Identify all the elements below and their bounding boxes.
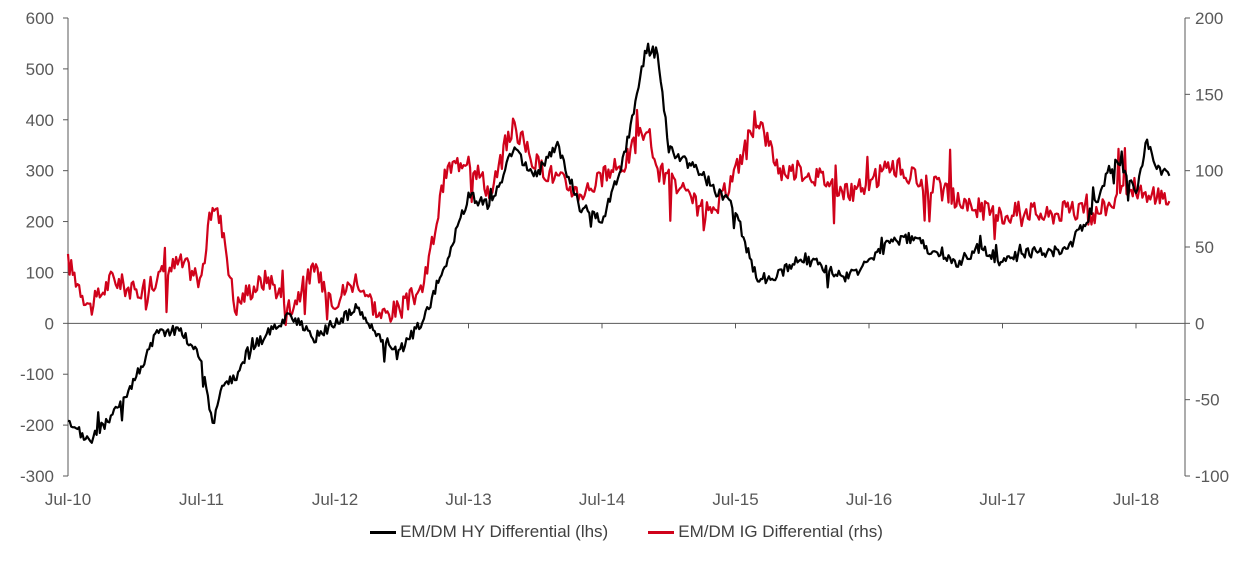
legend-swatch-hy <box>370 530 397 534</box>
y-left-tick-label: 300 <box>26 162 54 181</box>
y-left-tick-label: -100 <box>20 365 54 384</box>
legend-swatch-ig <box>648 530 675 534</box>
y-right-tick-label: -50 <box>1195 391 1220 410</box>
x-tick-label: Jul-18 <box>1113 490 1159 509</box>
y-left-tick-label: -300 <box>20 467 54 486</box>
legend-label-hy: EM/DM HY Differential (lhs) <box>400 522 609 541</box>
x-tick-label: Jul-15 <box>712 490 758 509</box>
y-left-tick-label: 200 <box>26 213 54 232</box>
y-right-tick-label: 50 <box>1195 238 1214 257</box>
y-right-tick-label: 0 <box>1195 314 1204 333</box>
legend-item-ig: EM/DM IG Differential (rhs) <box>648 522 883 542</box>
legend: EM/DM HY Differential (lhs) EM/DM IG Dif… <box>0 522 1253 542</box>
y-left-tick-label: 400 <box>26 111 54 130</box>
chart-svg: 6005004003002001000-100-200-300200150100… <box>20 9 1229 509</box>
series-line-hy <box>67 42 1171 444</box>
legend-label-ig: EM/DM IG Differential (rhs) <box>678 522 883 541</box>
x-tick-label: Jul-16 <box>846 490 892 509</box>
y-right-tick-label: 200 <box>1195 9 1223 28</box>
y-right-tick-label: 150 <box>1195 85 1223 104</box>
x-tick-label: Jul-11 <box>179 490 224 509</box>
y-left-tick-label: 500 <box>26 60 54 79</box>
y-left-tick-label: -200 <box>20 416 54 435</box>
x-tick-label: Jul-14 <box>579 490 625 509</box>
x-tick-label: Jul-17 <box>979 490 1025 509</box>
legend-item-hy: EM/DM HY Differential (lhs) <box>370 522 608 542</box>
y-left-tick-label: 0 <box>45 314 54 333</box>
x-tick-label: Jul-13 <box>445 490 491 509</box>
y-left-tick-label: 100 <box>26 263 54 282</box>
x-tick-label: Jul-12 <box>312 490 358 509</box>
y-right-tick-label: -100 <box>1195 467 1229 486</box>
series-line-ig <box>66 108 1171 327</box>
y-left-tick-label: 600 <box>26 9 54 28</box>
x-tick-label: Jul-10 <box>45 490 91 509</box>
y-right-tick-label: 100 <box>1195 162 1223 181</box>
